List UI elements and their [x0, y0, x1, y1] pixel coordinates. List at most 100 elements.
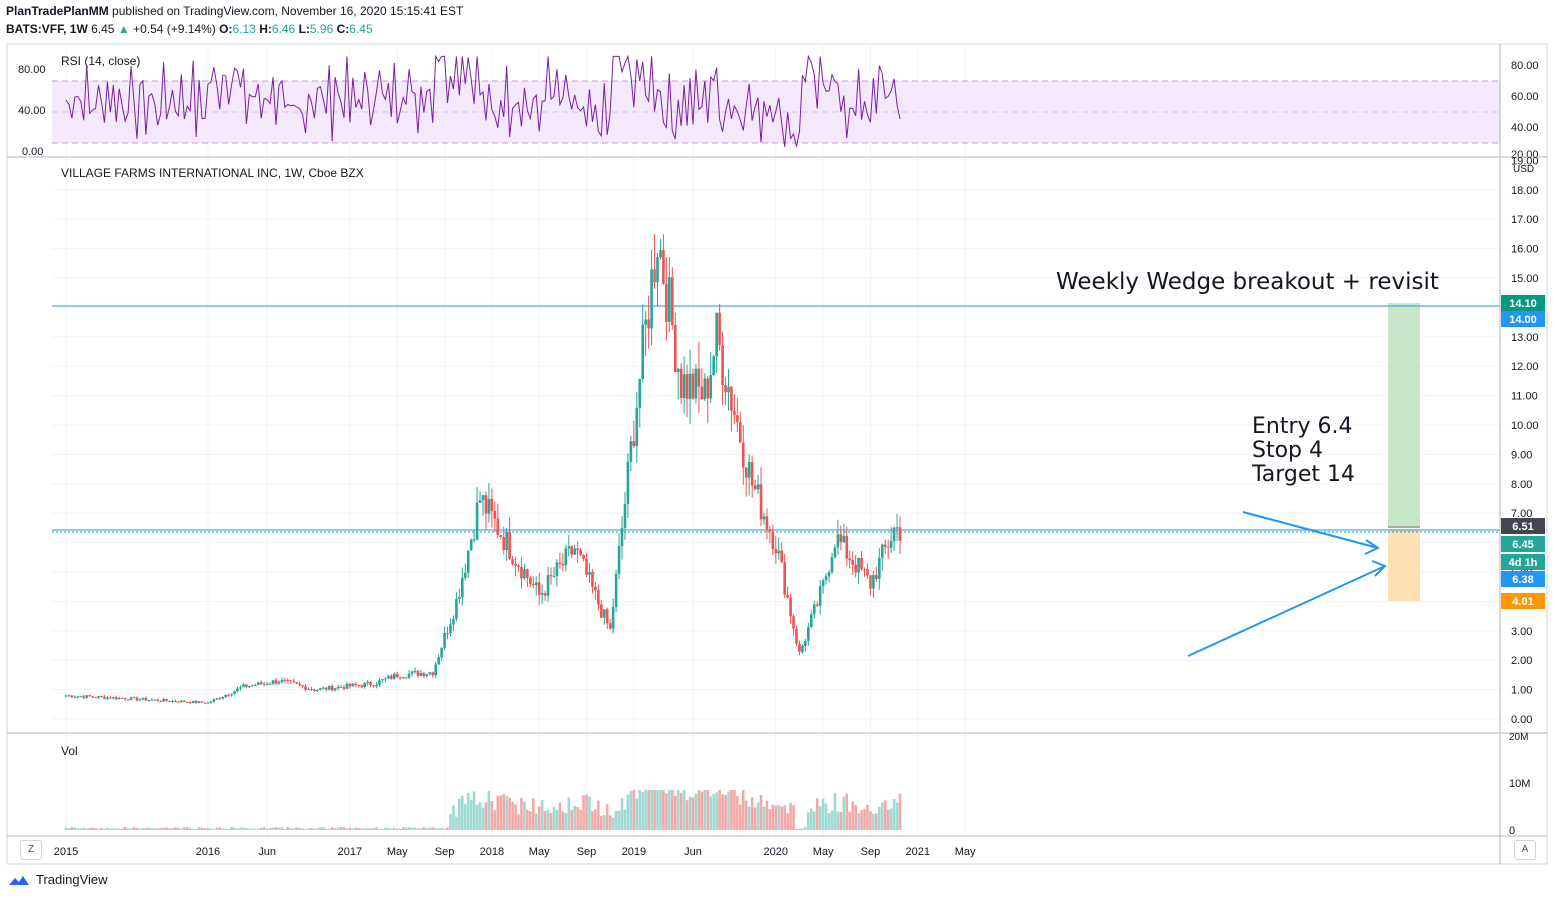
volume-bar	[215, 827, 219, 830]
candle-body	[848, 558, 852, 561]
volume-bar	[443, 828, 446, 830]
candle-body	[466, 550, 470, 573]
candle-body	[676, 368, 680, 373]
volume-bar	[860, 810, 863, 830]
candle-body	[783, 562, 786, 595]
candle-body	[830, 557, 834, 573]
z-button[interactable]: Z	[20, 840, 42, 860]
candle-body	[851, 560, 854, 565]
volume-bar	[854, 805, 857, 830]
time-tick: 2016	[196, 846, 220, 858]
candle-body	[413, 670, 417, 672]
candle-body	[839, 534, 843, 543]
volume-bar	[200, 827, 204, 830]
price-badge: 4.01	[1501, 593, 1545, 609]
candle-body	[712, 356, 715, 375]
volume-bar	[555, 809, 559, 830]
price-tick: 16.00	[1511, 244, 1539, 256]
candle-body	[824, 576, 828, 581]
candle-body	[771, 531, 775, 550]
candle-body	[253, 685, 257, 687]
annotation-target[interactable]: Target 14	[1251, 462, 1355, 487]
volume-bar	[529, 811, 532, 830]
candle-body	[461, 577, 464, 598]
candle-body	[878, 558, 881, 579]
candle-body	[123, 698, 127, 700]
volume-bar	[706, 790, 710, 830]
volume-bar	[540, 800, 544, 830]
volume-bar	[372, 828, 375, 830]
volume-bar	[375, 827, 378, 830]
volume-bar	[718, 790, 721, 830]
publisher-name[interactable]: PlanTradePlanMM	[6, 4, 109, 18]
candle-body	[313, 689, 316, 691]
time-axis[interactable]: 2015 2016 Jun 2017 May Sep 2018 May Sep 2019 Jun 20…	[54, 846, 976, 858]
volume-bar	[635, 798, 639, 830]
candle-body	[120, 697, 124, 699]
volume-bar	[836, 811, 840, 830]
volume-bar	[857, 813, 860, 830]
arrow-head-icon	[1371, 560, 1387, 577]
volume-bar	[629, 791, 633, 830]
volume-bar	[673, 795, 677, 830]
open-value: 6.13	[232, 22, 256, 36]
candle-body	[236, 688, 239, 692]
candle-body	[82, 696, 86, 698]
stop-zone[interactable]	[1388, 529, 1420, 601]
candle-body	[117, 697, 121, 700]
candle-body	[144, 697, 148, 701]
annotation-stop[interactable]: Stop 4	[1252, 438, 1323, 463]
volume-bar	[730, 790, 733, 830]
rsi-left-tick: 0.00	[22, 146, 43, 158]
candle-body	[564, 548, 568, 566]
volume-bar	[307, 828, 310, 830]
tradingview-logo[interactable]: TradingView	[8, 872, 108, 887]
auto-scale-button[interactable]: A	[1514, 840, 1536, 860]
candle-body	[177, 701, 180, 703]
volume-bar	[662, 790, 665, 830]
candle-body	[153, 699, 157, 701]
wedge-lower-line[interactable]	[1187, 565, 1386, 657]
price-panel: VILLAGE FARMS INTERNATIONAL INC, 1W, Cbo…	[52, 155, 1545, 726]
candle-body	[478, 500, 482, 503]
volume-bar	[898, 793, 902, 830]
volume-bar	[591, 811, 594, 830]
volume-bar	[452, 805, 455, 830]
volume-bar	[552, 806, 556, 830]
candles	[64, 234, 902, 704]
candle-body	[185, 701, 189, 703]
candle-body	[327, 685, 331, 690]
candle-body	[682, 374, 686, 398]
candle-body	[762, 516, 766, 520]
volume-bar	[869, 811, 872, 830]
symbol-name[interactable]: BATS:VFF, 1W	[6, 22, 88, 36]
volume-bar	[206, 827, 210, 830]
volume-bar	[138, 828, 142, 830]
price-axis[interactable]: 19.00 18.00 17.00 16.00 15.00 14.00 13.00 12.00…	[1511, 155, 1539, 726]
volume-bar	[727, 791, 730, 830]
candle-body	[224, 694, 228, 698]
volume-bar	[688, 796, 692, 830]
wedge-upper-line[interactable]	[1242, 511, 1379, 549]
volume-bar	[508, 797, 511, 830]
volume-bar	[159, 827, 162, 830]
brand-name: TradingView	[36, 872, 108, 887]
annotation-entry[interactable]: Entry 6.4	[1252, 414, 1353, 439]
volume-bar	[783, 805, 786, 830]
volume-bar	[514, 804, 517, 830]
annotation-title[interactable]: Weekly Wedge breakout + revisit	[1056, 269, 1439, 295]
target-zone[interactable]	[1388, 303, 1420, 526]
candle-body	[579, 550, 582, 555]
volume-bar	[363, 827, 367, 830]
volume-bar	[691, 797, 695, 830]
volume-bar	[298, 827, 301, 830]
price-badge-label: 6.45	[1512, 539, 1533, 551]
price-tick: 9.00	[1511, 449, 1532, 461]
candle-body	[79, 696, 83, 698]
price-tick: 7.00	[1511, 508, 1532, 520]
volume-bar	[109, 828, 112, 830]
candle-body	[567, 546, 571, 549]
volume-bar	[848, 811, 852, 830]
volume-bar	[73, 827, 77, 830]
